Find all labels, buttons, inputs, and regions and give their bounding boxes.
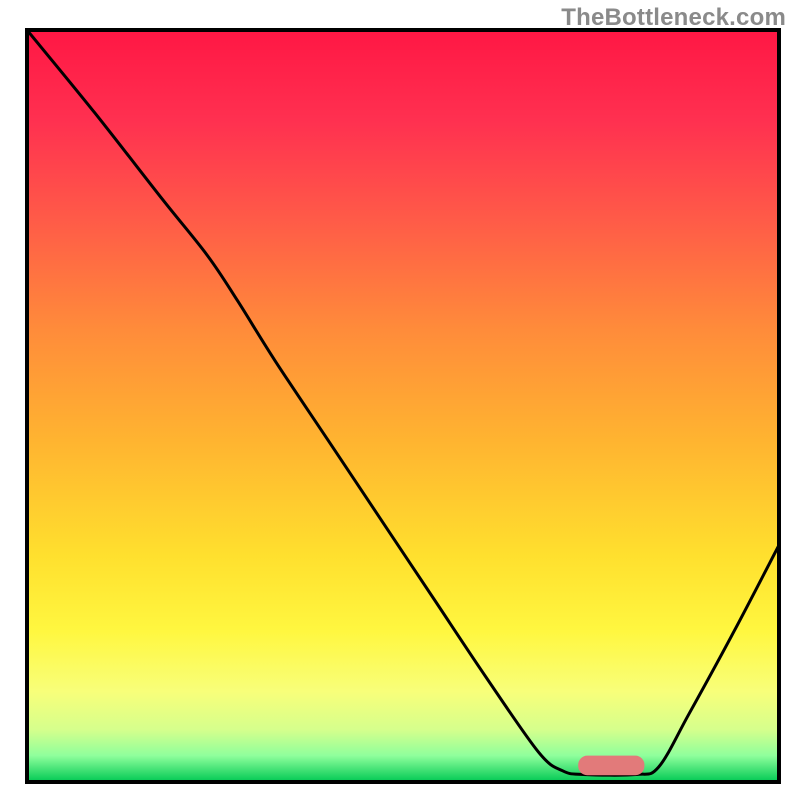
optimum-marker xyxy=(578,756,644,776)
watermark-text: TheBottleneck.com xyxy=(561,4,786,32)
chart-container: { "watermark": "TheBottleneck.com", "cha… xyxy=(0,0,800,800)
gradient-background xyxy=(27,30,779,782)
bottleneck-chart xyxy=(0,0,800,800)
